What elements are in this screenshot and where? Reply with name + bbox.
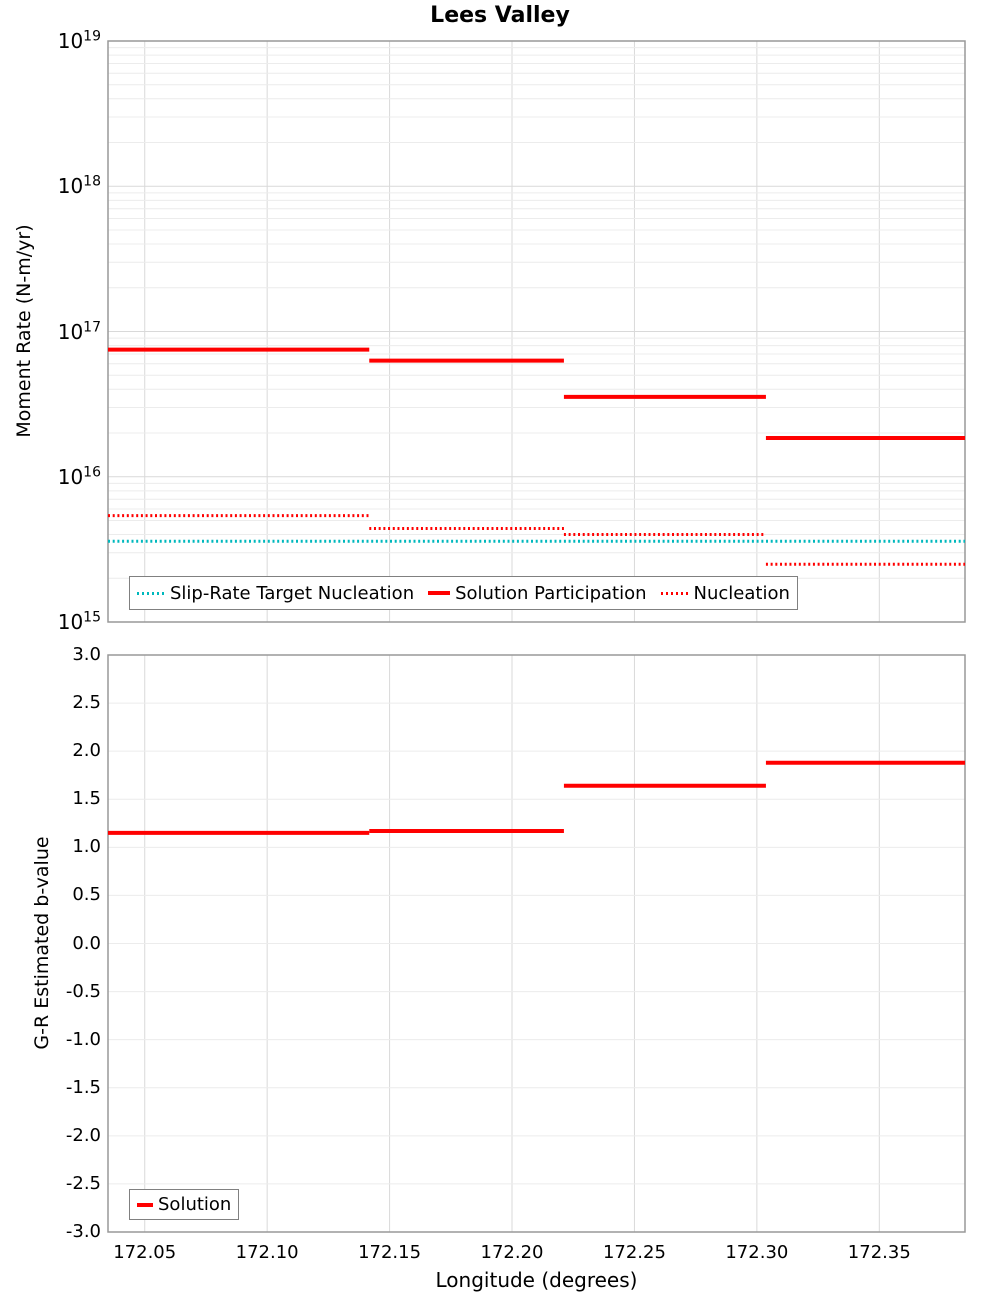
series-solution-participation	[108, 347, 965, 440]
legend-item-solution-participation: Solution Participation	[428, 582, 647, 604]
legend-item-solution: Solution	[137, 1194, 231, 1215]
red-dotted-line-icon	[660, 591, 689, 595]
top-y-axis-label: Moment Rate (N-m/yr)	[13, 224, 35, 438]
cyan-dotted-line-icon	[137, 591, 165, 595]
x-axis-label: Longitude (degrees)	[435, 1268, 638, 1292]
legend-label: Solution Participation	[455, 582, 647, 604]
legend-label: Slip-Rate Target Nucleation	[170, 582, 415, 604]
legend-label: Nucleation	[693, 582, 790, 604]
bottom-y-axis-label: G-R Estimated b-value	[31, 836, 53, 1050]
legend-item-nucleation: Nucleation	[660, 582, 790, 604]
top-legend: Slip-Rate Target Nucleation Solution Par…	[129, 576, 798, 610]
series-nucleation	[108, 514, 965, 566]
chart-title: Lees Valley	[430, 3, 570, 28]
series-solution	[108, 760, 965, 835]
red-solid-line-icon	[137, 1202, 153, 1207]
legend-item-slip-rate-target-nucleation: Slip-Rate Target Nucleation	[137, 583, 414, 604]
red-solid-line-icon	[428, 591, 451, 595]
bottom-legend: Solution	[129, 1189, 240, 1220]
legend-label: Solution	[158, 1194, 232, 1215]
